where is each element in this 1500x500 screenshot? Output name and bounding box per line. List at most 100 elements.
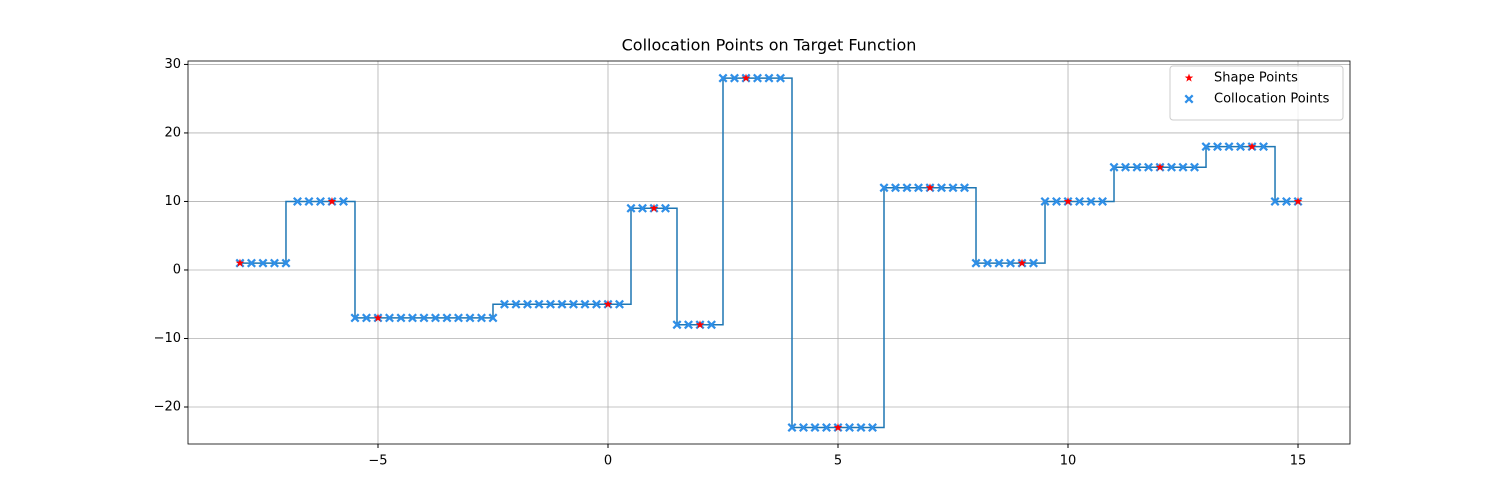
collocation-point bbox=[614, 299, 624, 309]
collocation-point bbox=[338, 196, 348, 206]
collocation-point bbox=[948, 183, 958, 193]
collocation-point bbox=[1282, 196, 1292, 206]
collocation-point bbox=[845, 423, 855, 433]
collocation-point bbox=[637, 203, 647, 213]
collocation-point bbox=[1052, 196, 1062, 206]
x-tick-label: 5 bbox=[834, 454, 842, 469]
shape-point bbox=[649, 203, 659, 212]
shape-point bbox=[373, 313, 383, 322]
collocation-point bbox=[453, 313, 463, 323]
collocation-point bbox=[1109, 162, 1119, 172]
collocation-point bbox=[442, 313, 452, 323]
shape-point bbox=[1017, 258, 1027, 267]
collocation-point bbox=[787, 423, 797, 433]
collocation-point bbox=[465, 313, 475, 323]
collocation-point bbox=[407, 313, 417, 323]
collocation-point bbox=[568, 299, 578, 309]
collocation-point bbox=[545, 299, 555, 309]
collocation-point bbox=[246, 258, 256, 268]
collocation-point bbox=[776, 73, 786, 83]
x-tick-label: 10 bbox=[1060, 454, 1077, 469]
collocation-point bbox=[534, 299, 544, 309]
shape-point bbox=[1293, 196, 1303, 206]
collocation-point bbox=[1178, 162, 1188, 172]
collocation-point bbox=[856, 423, 866, 433]
collocation-point bbox=[315, 196, 325, 206]
collocation-point bbox=[281, 258, 291, 268]
collocation-point bbox=[1167, 162, 1177, 172]
collocation-point bbox=[683, 320, 693, 330]
collocation-point bbox=[1098, 196, 1108, 206]
collocation-point bbox=[914, 183, 924, 193]
x-tick-label: 15 bbox=[1290, 454, 1307, 469]
legend-marker bbox=[1184, 73, 1194, 82]
collocation-point bbox=[752, 73, 762, 83]
legend-label: Collocation Points bbox=[1214, 92, 1330, 107]
collocation-point bbox=[1144, 162, 1154, 172]
collocation-point bbox=[350, 313, 360, 323]
collocation-point bbox=[672, 320, 682, 330]
collocation-point bbox=[511, 299, 521, 309]
collocation-point bbox=[994, 258, 1004, 268]
shape-point bbox=[235, 258, 245, 267]
x-tick-label: 0 bbox=[604, 454, 612, 469]
collocation-point bbox=[799, 423, 809, 433]
collocation-point bbox=[384, 313, 394, 323]
collocation-point bbox=[626, 203, 636, 213]
collocation-point bbox=[1201, 142, 1211, 152]
collocation-point bbox=[891, 183, 901, 193]
collocation-point bbox=[1132, 162, 1142, 172]
collocation-point bbox=[476, 313, 486, 323]
shape-point bbox=[1247, 142, 1257, 151]
collocation-point bbox=[1006, 258, 1016, 268]
shape-point bbox=[695, 320, 705, 329]
y-tick-label: 10 bbox=[164, 194, 181, 209]
collocation-point bbox=[1121, 162, 1131, 172]
collocation-point bbox=[706, 320, 716, 330]
collocation-point bbox=[488, 313, 498, 323]
collocation-point bbox=[499, 299, 509, 309]
collocation-point bbox=[960, 183, 970, 193]
collocation-point bbox=[1213, 142, 1223, 152]
collocation-point bbox=[304, 196, 314, 206]
collocation-point bbox=[396, 313, 406, 323]
collocation-point bbox=[419, 313, 429, 323]
y-tick-label: −10 bbox=[154, 331, 181, 346]
collocation-point bbox=[660, 203, 670, 213]
shape-point bbox=[603, 299, 613, 308]
shape-point bbox=[327, 196, 337, 206]
collocation-point bbox=[1086, 196, 1096, 206]
collocation-point bbox=[580, 299, 590, 309]
shape-point bbox=[1155, 162, 1165, 171]
collocation-point bbox=[1190, 162, 1200, 172]
legend-label: Shape Points bbox=[1214, 71, 1298, 86]
y-tick-label: 30 bbox=[164, 57, 181, 72]
collocation-point bbox=[1040, 196, 1050, 206]
plot-frame bbox=[187, 60, 1351, 445]
collocation-point bbox=[591, 299, 601, 309]
collocation-point bbox=[971, 258, 981, 268]
shape-point bbox=[925, 183, 935, 192]
collocation-point bbox=[1259, 142, 1269, 152]
collocation-point bbox=[1236, 142, 1246, 152]
collocation-point bbox=[937, 183, 947, 193]
chart-title: Collocation Points on Target Function bbox=[622, 36, 917, 55]
collocation-point bbox=[269, 258, 279, 268]
collocation-point bbox=[1029, 258, 1039, 268]
x-tick-label: −5 bbox=[368, 454, 387, 469]
collocation-point bbox=[292, 196, 302, 206]
collocation-point bbox=[764, 73, 774, 83]
collocation-point bbox=[1075, 196, 1085, 206]
collocation-point bbox=[729, 73, 739, 83]
y-tick-label: −20 bbox=[154, 400, 181, 415]
shape-point bbox=[833, 423, 843, 432]
y-tick-label: 0 bbox=[173, 262, 181, 277]
legend-marker bbox=[1184, 94, 1194, 104]
collocation-point bbox=[1270, 196, 1280, 206]
shape-point bbox=[741, 73, 751, 82]
collocation-point bbox=[879, 183, 889, 193]
collocation-point bbox=[522, 299, 532, 309]
collocation-point bbox=[983, 258, 993, 268]
y-tick-label: 20 bbox=[164, 125, 181, 140]
collocation-point bbox=[557, 299, 567, 309]
